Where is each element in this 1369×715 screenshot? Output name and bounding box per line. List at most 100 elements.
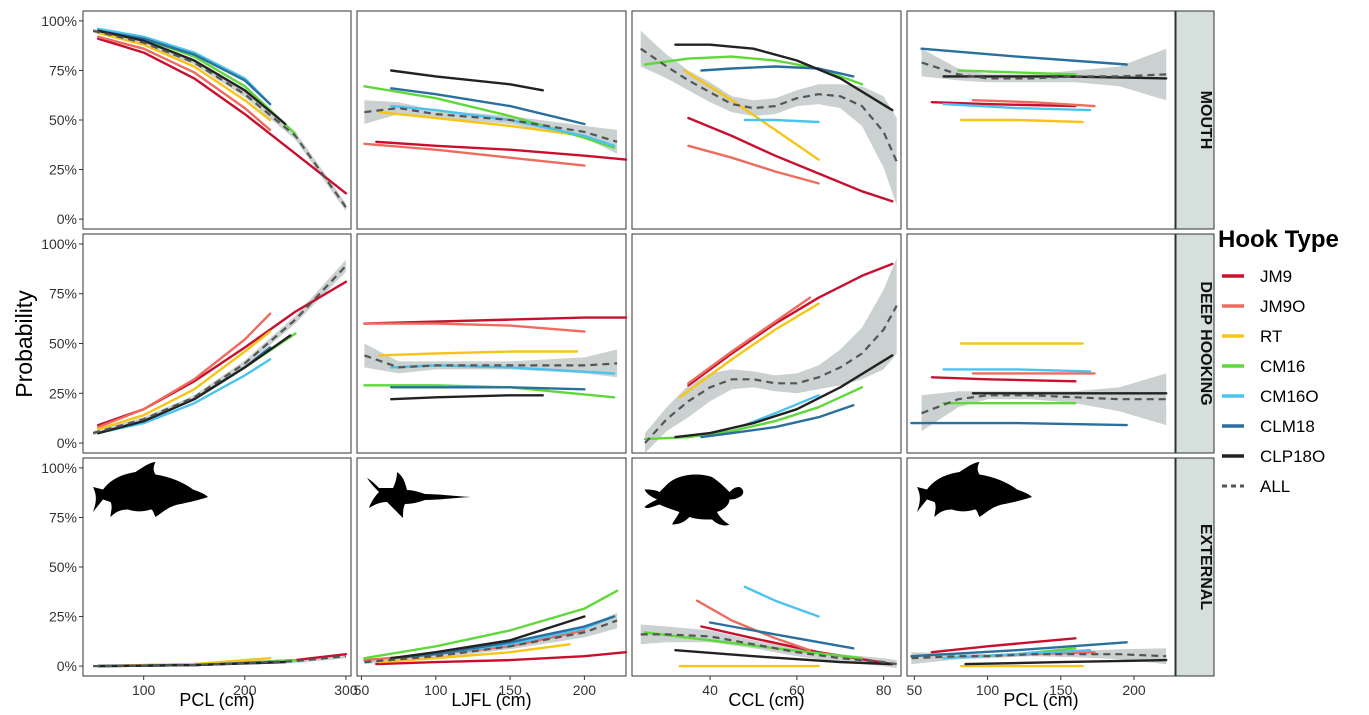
x-axis-title: PCL (cm) [179, 690, 254, 710]
series-line-jm9o [971, 98, 1096, 108]
series-line-all [640, 633, 897, 666]
legend-label: CM16O [1260, 387, 1319, 406]
y-tick-label: 50% [49, 559, 77, 575]
panel-r0-c1 [356, 10, 628, 230]
series-line-all [93, 655, 347, 668]
series-line-jm9o [363, 142, 586, 167]
series-line-jm9o [363, 322, 586, 333]
series-line-cm16o [96, 358, 272, 435]
y-tick-label: 50% [49, 336, 77, 352]
legend-label: CLM18 [1260, 417, 1315, 436]
x-axis-title: LJFL (cm) [451, 690, 531, 710]
series-line-rt [682, 69, 820, 161]
y-tick-label: 25% [49, 162, 77, 178]
panel-r1-c1 [356, 233, 628, 454]
y-tick-label: 75% [49, 62, 77, 78]
y-tick-label: 50% [49, 112, 77, 128]
series-line-jm9 [363, 316, 628, 325]
series-line-all [364, 354, 618, 369]
y-tick-label: 75% [49, 509, 77, 525]
shark-silhouette [917, 462, 1032, 517]
series-line-all [92, 29, 347, 208]
swordfish-silhouette [367, 472, 471, 518]
series-line-all [921, 394, 1167, 415]
series-line-clm18 [700, 65, 855, 78]
legend-item-all: ALL [1222, 477, 1290, 496]
y-tick-label: 0% [57, 658, 77, 674]
series-line-cm16o [743, 585, 820, 618]
y-tick-label: 100% [41, 460, 77, 476]
series-line-rt [378, 350, 579, 357]
series-line-cm16 [957, 69, 1077, 76]
y-axis-title: Probability [11, 290, 37, 398]
series-line-clp18o [390, 394, 544, 401]
all-confidence-band [645, 257, 897, 453]
panel-r1-c0: 0% 25% 50% 75% 100% [41, 233, 352, 454]
series-line-jm9 [375, 140, 628, 161]
series-line-all [364, 619, 618, 664]
series-line-clm18 [920, 47, 1128, 66]
series-line-all [644, 305, 898, 444]
series-line-cm16 [363, 85, 616, 149]
row-strip [1175, 457, 1215, 677]
row-strip [1175, 10, 1215, 230]
panel-r2-c3: 50 100 150 200 PCL (cm) [906, 457, 1176, 710]
series-line-clp18o [674, 649, 894, 666]
x-tick-label: 200 [1122, 682, 1146, 698]
series-line-cm16o [743, 394, 820, 427]
x-tick-label: 200 [233, 682, 257, 698]
legend-label: ALL [1260, 477, 1290, 496]
legend-item-clm18: CLM18 [1222, 417, 1315, 436]
legend-label: JM9O [1260, 297, 1305, 316]
y-tick-label: 100% [41, 236, 77, 252]
series-line-all [640, 47, 898, 163]
series-line-jm9o [687, 144, 820, 185]
panel-r2-c0: 0% 25% 50% 75% 100% 100 200 300 PCL (cm) [41, 457, 358, 710]
series-line-jm9 [930, 637, 1077, 654]
series-line-jm9 [930, 376, 1077, 383]
y-tick-label: 25% [49, 609, 77, 625]
x-axis-title: PCL (cm) [1003, 690, 1078, 710]
x-tick-label: 100 [132, 682, 156, 698]
legend-label: CM16 [1260, 357, 1305, 376]
y-tick-label: 25% [49, 385, 77, 401]
series-line-jm9 [96, 37, 348, 195]
legend: Hook Type JM9 JM9O RT CM16 CM16O CLM18 CLP18O AL… [1218, 226, 1339, 496]
series-line-cm16 [643, 631, 864, 660]
panel-r0-c2 [631, 10, 902, 230]
series-line-rt [378, 110, 586, 138]
series-line-clm18 [390, 87, 586, 126]
panel-r2-c2: 40 60 80 CCL (cm) [631, 457, 902, 710]
series-line-rt [96, 330, 272, 431]
series-line-all [364, 106, 618, 143]
series-line-jm9 [687, 116, 894, 203]
x-tick-label: 150 [498, 682, 522, 698]
row-strip-label: EXTERNAL [1197, 524, 1214, 610]
x-tick-label: 100 [424, 682, 448, 698]
legend-item-cm16o: CM16O [1222, 387, 1319, 406]
series-line-jm9o [96, 35, 272, 132]
series-line-rt [378, 643, 571, 664]
series-line-clm18 [390, 615, 616, 660]
y-tick-label: 0% [57, 435, 77, 451]
panel-r2-c1: 50 100 150 200 LJFL (cm) [354, 457, 628, 710]
y-tick-label: 0% [57, 211, 77, 227]
series-line-all [921, 61, 1167, 80]
x-tick-label: 50 [354, 682, 370, 698]
series-line-rt [960, 118, 1084, 124]
series-line-clp18o [390, 69, 544, 92]
x-tick-label: 80 [876, 682, 892, 698]
series-line-jm9 [930, 100, 1077, 108]
x-tick-label: 200 [573, 682, 597, 698]
series-line-all [92, 265, 347, 435]
series-line-cm16o [942, 102, 1092, 112]
series-line-clm18 [96, 29, 272, 106]
legend-label: JM9 [1260, 267, 1292, 286]
x-tick-label: 60 [789, 682, 805, 698]
series-line-clp18o [674, 43, 894, 112]
series-line-all [911, 653, 1167, 660]
series-line-clp18o [96, 334, 292, 435]
legend-item-cm16: CM16 [1222, 357, 1305, 376]
series-line-clp18o [96, 29, 287, 126]
